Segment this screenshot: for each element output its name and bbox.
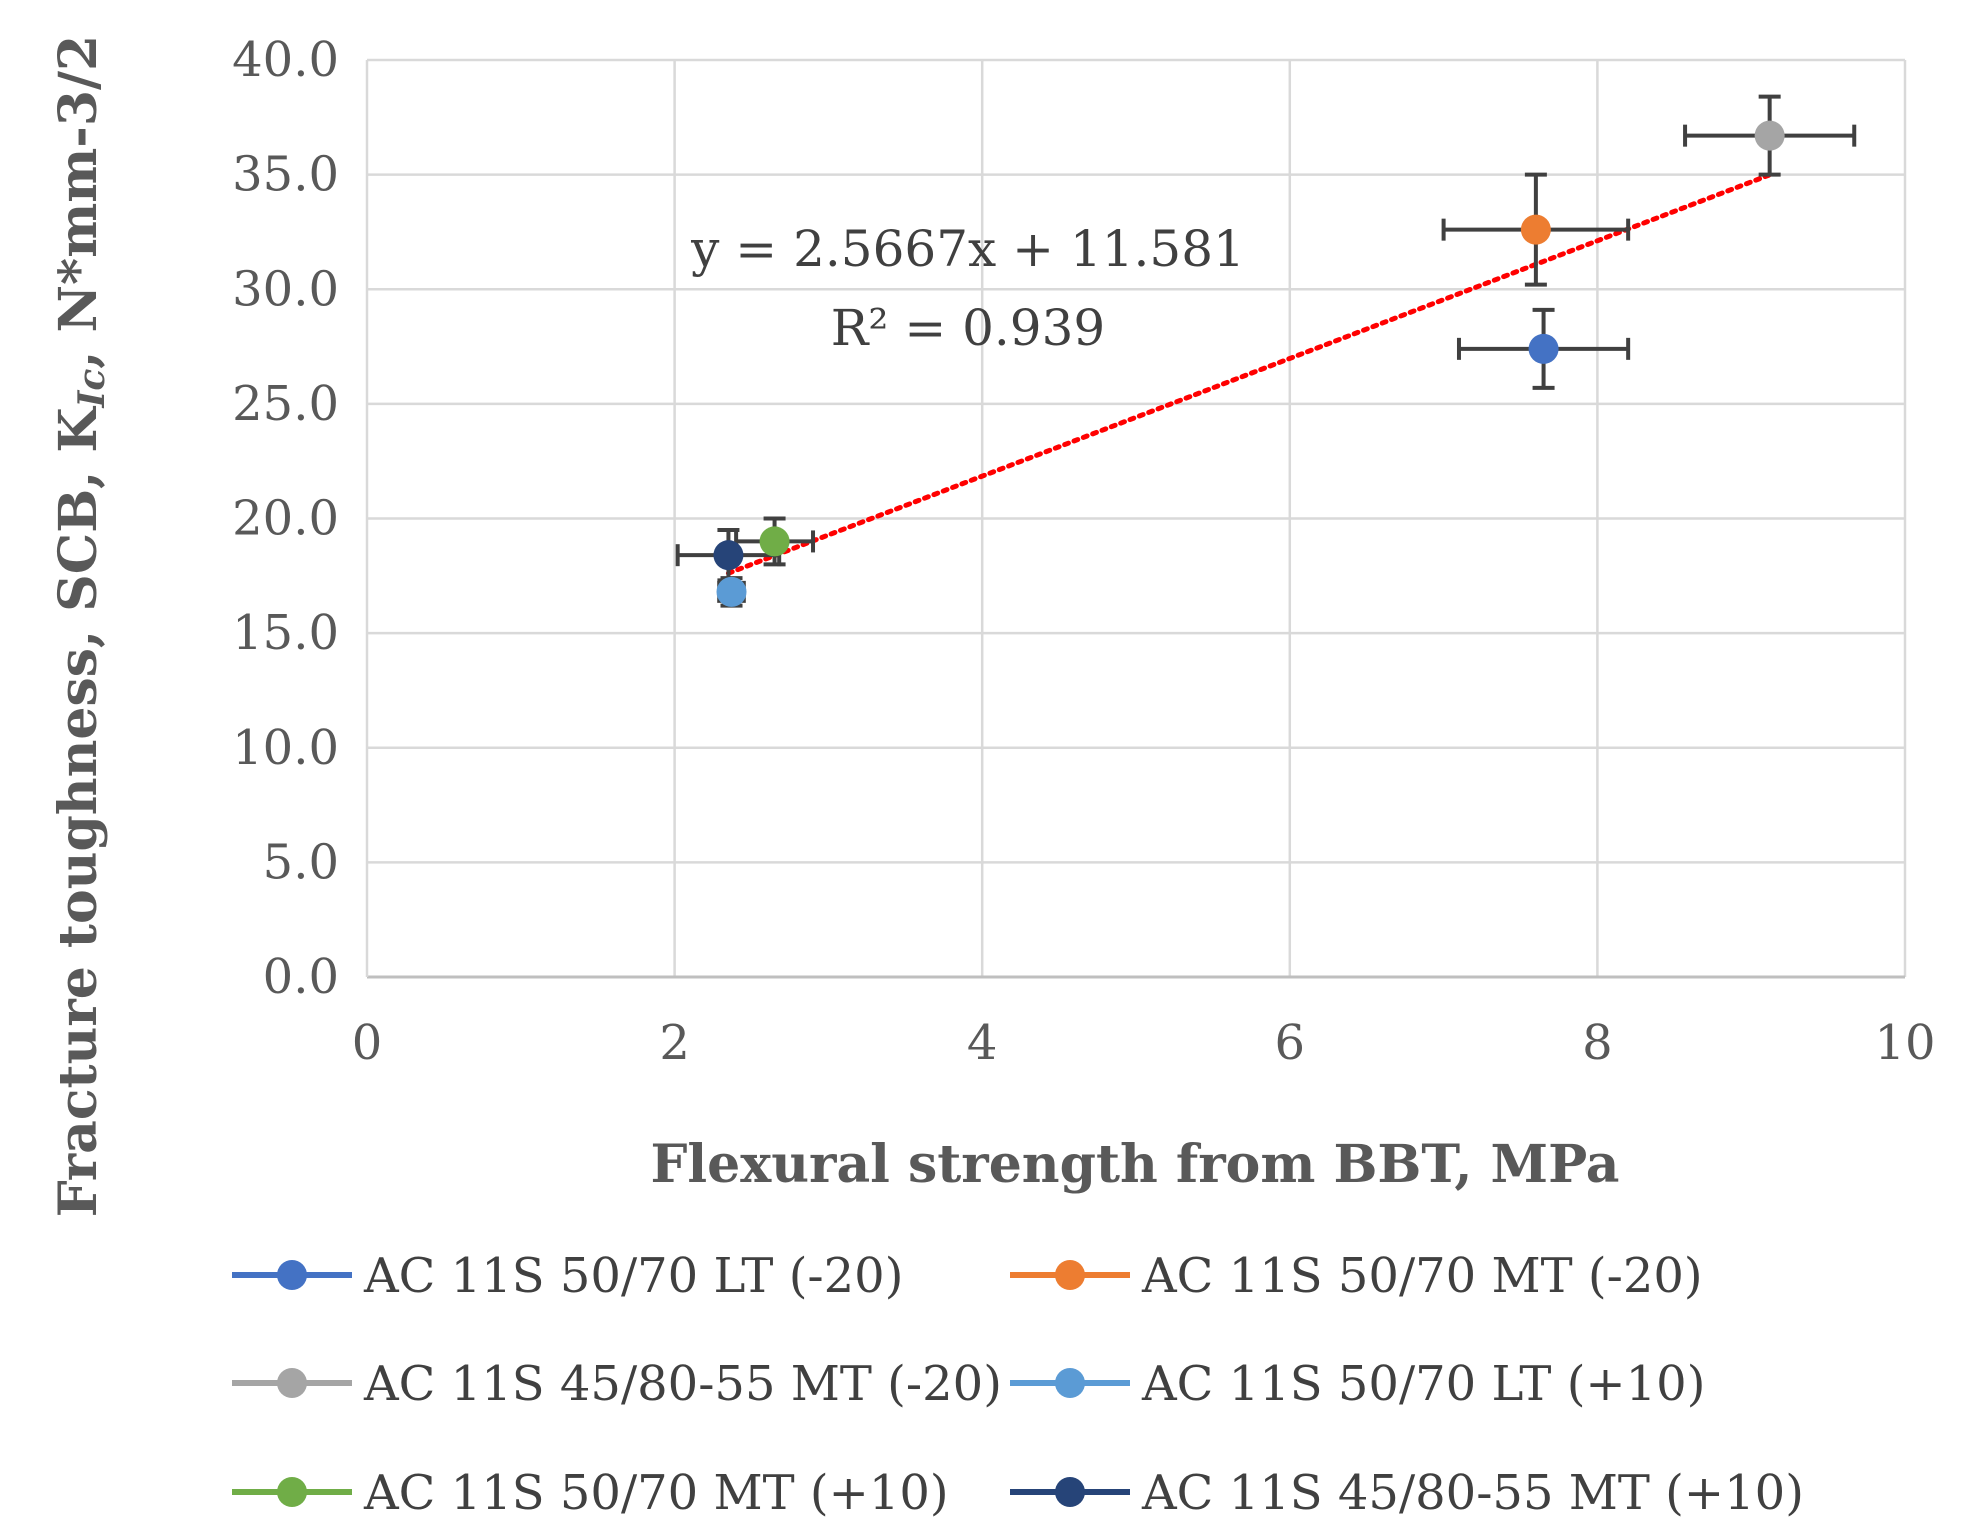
y-tick-label: 35.0 <box>232 147 339 203</box>
y-tick-label: 5.0 <box>263 834 339 890</box>
y-tick-labels: 0.0 5.0 10.0 15.0 20.0 25.0 30.0 35.0 40.0 <box>232 32 339 1005</box>
x-tick-label: 10 <box>1874 1015 1935 1071</box>
legend-label: AC 11S 45/80-55 MT (+10) <box>1141 1465 1804 1521</box>
x-tick-label: 2 <box>659 1015 690 1071</box>
legend-label: AC 11S 50/70 MT (-20) <box>1141 1248 1703 1304</box>
data-point <box>713 540 744 571</box>
legend-marker <box>277 1477 307 1507</box>
trendline-equation: y = 2.5667x + 11.581 <box>690 220 1245 278</box>
x-tick-label: 4 <box>967 1015 998 1071</box>
data-point <box>1754 120 1785 151</box>
legend-marker <box>277 1368 307 1398</box>
legend-label: AC 11S 50/70 MT (+10) <box>363 1465 949 1521</box>
legend-marker <box>277 1260 307 1290</box>
y-axis-title: Fracture toughness, SCB, KIc, N*mm-3/2 <box>48 35 113 1217</box>
legend-marker <box>1055 1368 1085 1398</box>
y-tick-label: 20.0 <box>232 491 339 547</box>
x-tick-labels: 0 2 4 6 8 10 <box>352 1015 1936 1071</box>
data-point <box>759 526 790 557</box>
y-tick-label: 40.0 <box>232 32 339 88</box>
y-tick-label: 15.0 <box>232 605 339 661</box>
x-tick-label: 0 <box>352 1015 383 1071</box>
legend-label: AC 11S 50/70 LT (+10) <box>1141 1356 1705 1412</box>
data-points <box>713 120 1785 607</box>
y-axis-title-main: Fracture toughness, SCB, K <box>48 406 109 1218</box>
y-axis-title-subscript: Ic <box>71 369 113 409</box>
trendline <box>725 172 1773 576</box>
data-point <box>716 576 747 607</box>
x-tick-label: 8 <box>1582 1015 1613 1071</box>
y-tick-label: 30.0 <box>232 261 339 317</box>
y-axis-title-unit: , N*mm-3/2 <box>48 35 109 369</box>
y-tick-label: 0.0 <box>263 949 339 1005</box>
legend-marker <box>1055 1260 1085 1290</box>
gridlines <box>367 58 1907 977</box>
data-point <box>1528 333 1559 364</box>
data-point <box>1520 214 1551 245</box>
trendline-r2: R² = 0.939 <box>831 299 1106 357</box>
axes <box>365 60 1905 979</box>
y-tick-label: 10.0 <box>232 720 339 776</box>
legend-label: AC 11S 50/70 LT (-20) <box>363 1248 903 1304</box>
legend-label: AC 11S 45/80-55 MT (-20) <box>363 1356 1002 1412</box>
legend-marker <box>1055 1477 1085 1507</box>
x-tick-label: 6 <box>1275 1015 1306 1071</box>
x-axis-title: Flexural strength from BBT, MPa <box>650 1134 1619 1195</box>
trendline-group <box>725 172 1773 576</box>
legend: AC 11S 50/70 LT (-20) AC 11S 50/70 MT (-2… <box>232 1248 1804 1521</box>
y-tick-label: 25.0 <box>232 376 339 432</box>
